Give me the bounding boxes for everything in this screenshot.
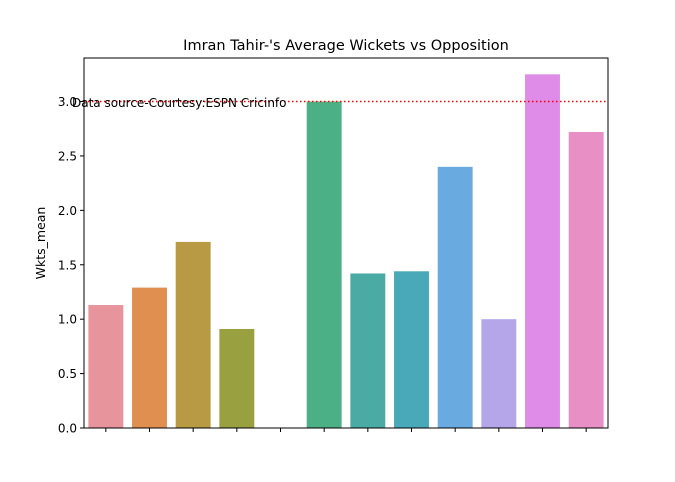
bar-v-england <box>175 241 211 428</box>
bar-v-new-zealand <box>350 273 386 428</box>
bar-v-india <box>219 328 255 428</box>
bar-v-netherlands <box>306 101 342 428</box>
y-tick-label: 1.0 <box>58 313 77 327</box>
chart-title: Imran Tahir-'s Average Wickets vs Opposi… <box>183 38 509 54</box>
y-tick-label: 2.5 <box>58 149 77 163</box>
plot-frame <box>83 57 609 429</box>
y-tick-label: 1.5 <box>58 258 77 272</box>
bar-v-bangladesh <box>132 287 167 428</box>
x-tick-label: v U.A.E. <box>494 435 505 472</box>
x-tick-label: v Netherlands <box>320 435 331 482</box>
bar-v-west-indies <box>525 74 560 428</box>
x-tick-label: v Ireland <box>276 435 287 477</box>
x-tick-label: v New Zealand <box>363 435 374 482</box>
y-tick-label: 0.5 <box>58 367 77 381</box>
y-tick-label: 2.0 <box>58 204 77 218</box>
x-tick-label: v India <box>232 435 243 467</box>
x-tick-label: v West Indies <box>538 435 549 482</box>
x-tick-label: v Zimbabwe <box>582 435 593 482</box>
y-tick-label: 0.0 <box>58 422 77 436</box>
bar-v-australia <box>88 305 124 428</box>
x-tick-label: v Bangladesh <box>145 435 156 482</box>
bar-v-pakistan <box>394 271 429 428</box>
x-axis: v Australia v Bangladesh v England v India v… <box>101 428 593 482</box>
y-tick-label: 3.0 <box>58 95 77 109</box>
bar-v-zimbabwe <box>568 132 604 428</box>
bar-v-u-a-e- <box>481 319 517 428</box>
x-tick-label: v Pakistan <box>407 435 418 482</box>
y-axis: 0.0 0.5 1.0 1.5 2.0 2.5 3.0 <box>58 95 84 436</box>
y-axis-label: Wkts_mean <box>33 207 48 280</box>
x-tick-label: v Sri Lanka <box>451 435 462 482</box>
data-source-annotation: Data source-Courtesy:ESPN Cricinfo <box>72 96 287 110</box>
bar-v-sri-lanka <box>437 166 473 428</box>
bars-layer <box>88 74 604 428</box>
x-tick-label: v Australia <box>101 435 112 482</box>
x-tick-label: v England <box>189 435 200 482</box>
